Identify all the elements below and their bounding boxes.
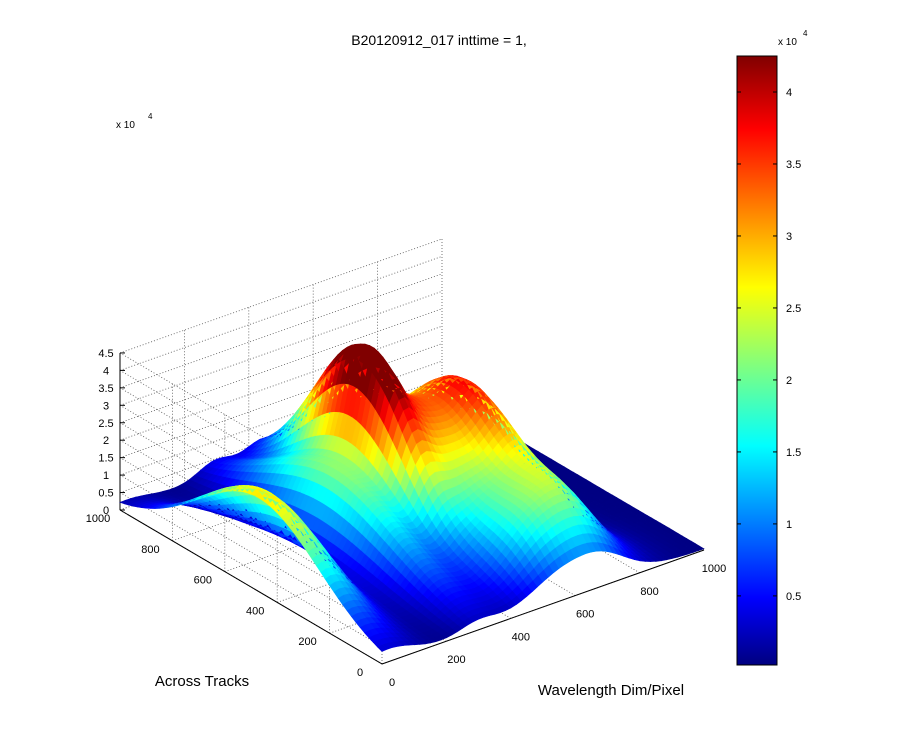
y-tick-label: 1000 bbox=[86, 513, 110, 525]
grid-line bbox=[119, 273, 443, 389]
grid-line bbox=[119, 238, 443, 354]
z-tick-label: 4.5 bbox=[98, 348, 113, 360]
x-tick-label: 0 bbox=[389, 677, 395, 689]
y-tick-label: 800 bbox=[141, 544, 159, 556]
z-exponent: 4 bbox=[148, 112, 153, 121]
z-tick-label: 1.5 bbox=[98, 453, 113, 465]
x-axis-line bbox=[381, 549, 705, 665]
y-tick-label: 600 bbox=[194, 575, 212, 587]
colorbar-exponent-label: x 10 bbox=[778, 37, 797, 48]
colorbar-tick-label: 2 bbox=[786, 375, 792, 387]
z-tick-label: 2 bbox=[103, 435, 109, 447]
colorbar-tick-label: 0.5 bbox=[786, 591, 801, 603]
x-tick-label: 600 bbox=[576, 609, 594, 621]
y-tick-label: 400 bbox=[246, 605, 264, 617]
y-tick-label: 0 bbox=[357, 667, 363, 679]
grid-line bbox=[119, 256, 443, 371]
y-axis-line bbox=[119, 509, 383, 665]
z-tick-label: 2.5 bbox=[98, 418, 113, 430]
x-tick-label: 400 bbox=[512, 631, 530, 643]
z-tick-label: 3 bbox=[103, 400, 109, 412]
z-tick-label: 1 bbox=[103, 470, 109, 482]
x-axis-label: Wavelength Dim/Pixel bbox=[538, 682, 684, 699]
z-tick-label: 3.5 bbox=[98, 383, 113, 395]
z-tick-label: 0.5 bbox=[98, 488, 113, 500]
colorbar-tick-label: 2.5 bbox=[786, 303, 801, 315]
colorbar-tick-label: 1 bbox=[786, 519, 792, 531]
chart-title: B20120912_017 inttime = 1, bbox=[351, 32, 527, 48]
colorbar-exponent: 4 bbox=[803, 29, 808, 38]
colorbar-tick-label: 1.5 bbox=[786, 447, 801, 459]
colorbar-tick-label: 3 bbox=[786, 231, 792, 243]
colorbar-tick-label: 4 bbox=[786, 87, 792, 99]
x-tick-label: 200 bbox=[447, 654, 465, 666]
y-axis-label: Across Tracks bbox=[155, 673, 249, 690]
x-tick-label: 1000 bbox=[702, 563, 726, 575]
z-tick-label: 4 bbox=[103, 365, 109, 377]
x-tick-label: 800 bbox=[640, 586, 658, 598]
colorbar-tick-label: 3.5 bbox=[786, 159, 801, 171]
colorbar bbox=[736, 55, 778, 666]
z-exponent-label: x 10 bbox=[116, 120, 135, 131]
surface bbox=[119, 343, 705, 652]
y-tick-label: 200 bbox=[298, 636, 316, 648]
